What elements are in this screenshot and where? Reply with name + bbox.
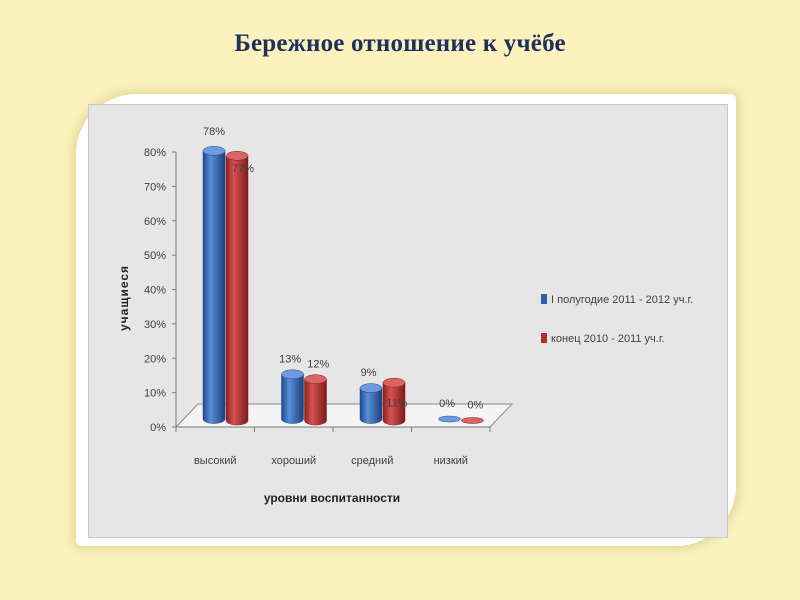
chart-panel [88, 104, 728, 538]
bar-body [304, 379, 327, 426]
bar-s2-3: 0% [461, 400, 484, 424]
data-label: 78% [203, 126, 225, 138]
y-tick-label: 10% [144, 388, 166, 400]
bar-s1-2: 9% [359, 367, 383, 424]
category-axis: высокий хороший средний низкий [175, 427, 491, 467]
y-tick-label: 70% [144, 181, 166, 193]
data-label: 0% [467, 400, 483, 412]
bar-s1-1: 13% [279, 353, 304, 424]
legend-label-series-1: I полугодие 2011 - 2012 уч.г. [551, 294, 693, 306]
bar-top [382, 377, 406, 388]
bar-top [202, 146, 226, 156]
y-tick-label: 20% [144, 353, 166, 365]
y-tick-label: 60% [144, 216, 166, 228]
bar-top [304, 374, 327, 384]
y-axis-title: учащиеся [117, 265, 131, 331]
data-label: 77% [232, 163, 254, 175]
data-label: 11% [386, 398, 407, 410]
bar-s1-3: 0% [438, 398, 461, 423]
data-label: 12% [307, 358, 329, 370]
bars-group: 78% 77% 13% 12% 9% 11% 0% 0% [202, 126, 484, 426]
y-tick-label: 40% [144, 285, 166, 297]
bar-top [281, 369, 304, 380]
category-label: высокий [194, 455, 237, 467]
category-label: низкий [434, 455, 468, 467]
bar-body [382, 382, 406, 426]
category-label: средний [351, 455, 393, 467]
bar-s2-2: 11% [382, 377, 408, 426]
legend-label-series-2: конец 2010 - 2011 уч.г. [551, 333, 665, 345]
bar-body [202, 150, 226, 424]
slide-title: Бережное отношение к учёбе [234, 30, 566, 57]
data-label: 13% [279, 353, 301, 365]
y-tick-label: 30% [144, 319, 166, 331]
bar-body [281, 374, 304, 424]
x-axis-title: уровни воспитанности [264, 491, 400, 505]
bar-flat [461, 417, 484, 424]
legend-swatch-series-2 [541, 333, 547, 343]
y-tick-label: 0% [150, 422, 166, 434]
category-label: хороший [271, 455, 316, 467]
bar-body [225, 155, 249, 426]
legend: I полугодие 2011 - 2012 уч.г. конец 2010… [541, 294, 693, 345]
bar-flat [438, 415, 461, 423]
legend-swatch-series-1 [541, 294, 547, 304]
bar-top [359, 383, 383, 393]
value-axis: 0% 10% 20% 30% 40% 50% 60% 70% 80% [144, 147, 177, 434]
bar-body [359, 387, 383, 424]
bar-s2-1: 12% [304, 358, 330, 426]
bar-s2-0: 77% [225, 151, 254, 426]
y-tick-label: 50% [144, 250, 166, 262]
bar-top [225, 151, 249, 161]
data-label: 0% [439, 398, 455, 410]
y-tick-label: 80% [144, 147, 166, 159]
data-label: 9% [361, 367, 377, 379]
bar-s1-0: 78% [202, 126, 226, 424]
